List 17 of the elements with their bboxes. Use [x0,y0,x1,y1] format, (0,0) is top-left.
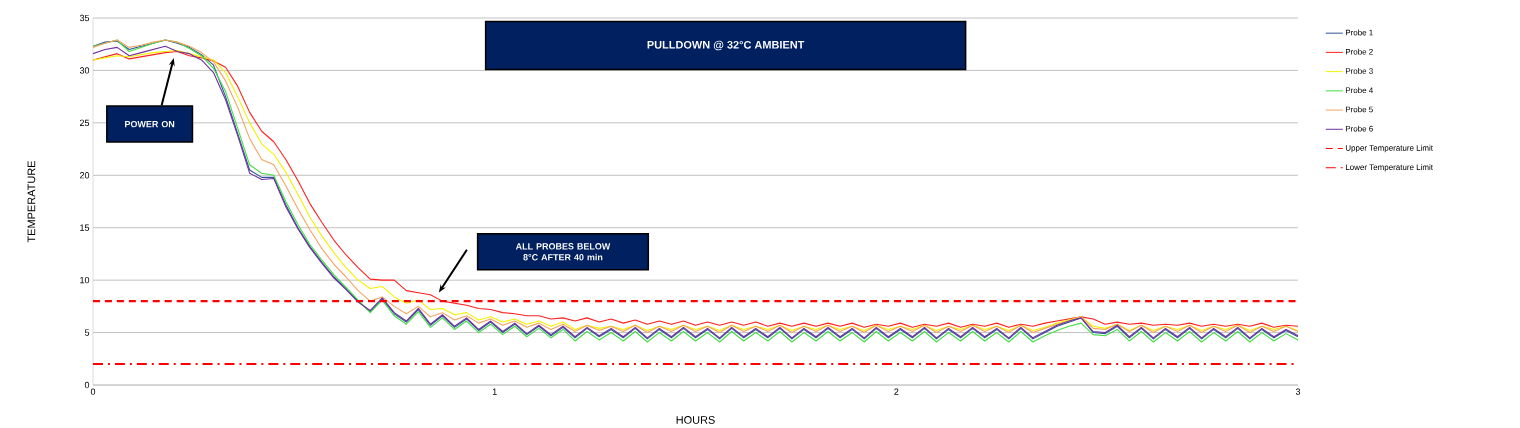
annotation: POWER ON [125,120,175,128]
y-tick-label: 5 [84,329,90,336]
y-tick-label: 35 [79,14,90,22]
x-tick-label: 2 [894,388,899,395]
chart-title: PULLDOWN @ 32°C AMBIENT [647,40,805,51]
y-axis-title: TEMPERATURE [27,160,36,243]
y-tick-label: 15 [80,224,90,231]
y-tick-label: 30 [79,67,90,74]
annotation: ALL PROBES BELOW 8°C AFTER 40 min [515,243,611,261]
y-tick-label: 0 [84,381,90,389]
y-tick-label: 10 [80,276,90,284]
x-tick-label: 3 [1295,388,1301,395]
y-tick-label: 20 [79,172,90,179]
x-tick-label: 0 [90,388,96,395]
y-tick-label: 25 [79,119,90,127]
x-axis-title: HOURS [676,416,715,424]
x-tick-label: 1 [492,388,497,395]
